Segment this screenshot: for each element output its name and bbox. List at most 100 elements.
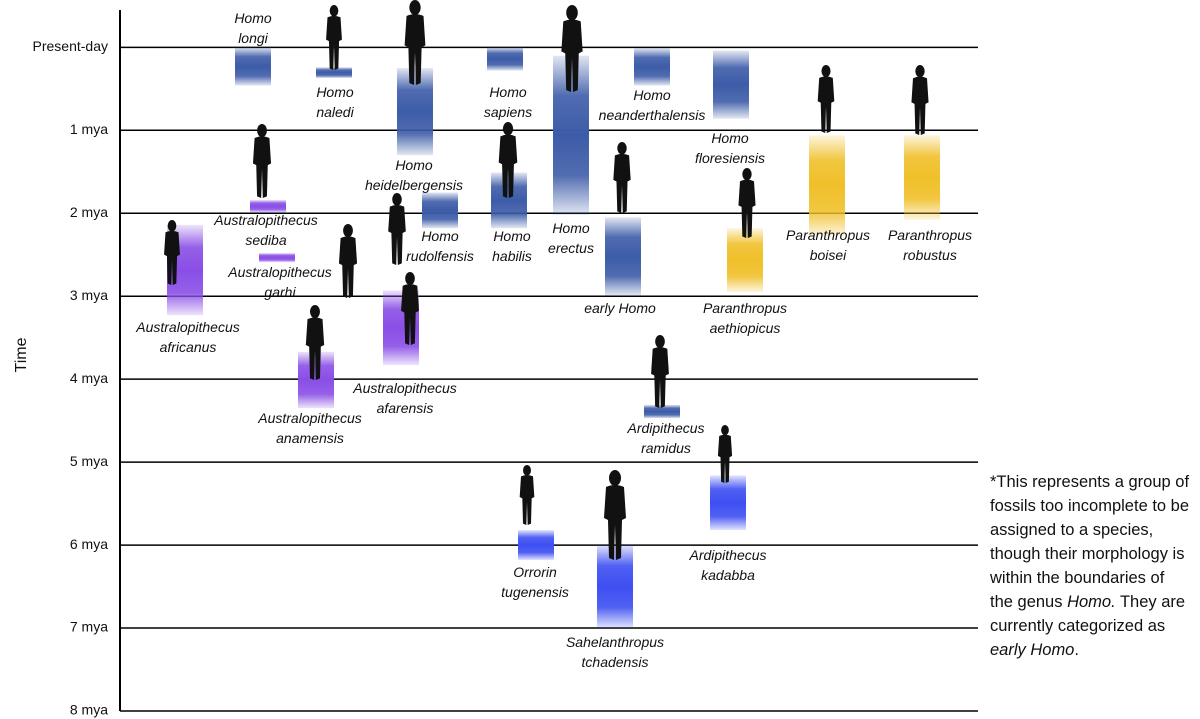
silhouette-head [343,224,353,238]
silhouette-body [817,76,835,133]
species-label: Australopithecus garhi [228,264,332,300]
silhouette-body [404,14,426,86]
silhouette-body [613,153,631,213]
note-italic: Homo. [1067,593,1116,611]
note-text: They are currently categorized as [990,593,1186,635]
silhouette [613,142,631,213]
silhouette [911,65,929,135]
silhouette [326,5,342,70]
silhouette-body [911,76,929,135]
silhouette [404,0,426,86]
silhouette-body [388,205,406,265]
range-bar [597,545,633,629]
species-label: Australopithecus africanus [136,319,240,355]
silhouette [388,193,406,265]
silhouette-body [651,347,669,408]
silhouette-head [821,65,831,78]
species-label: Australopithecus afarensis [353,380,457,416]
range-bar [422,192,458,229]
species-label: early Homo [584,300,656,316]
range-bar [397,68,433,156]
silhouette [305,305,325,380]
y-tick-label: 6 mya [70,536,108,552]
silhouette-head [609,470,621,486]
silhouette-head [742,168,752,181]
species-label: Homo rudolfensis [406,228,474,264]
silhouette-head [523,465,531,476]
note-italic: early Homo [990,641,1075,659]
silhouette [519,465,535,525]
species-label: Homo neanderthalensis [598,87,706,123]
range-bar [605,217,641,296]
silhouette [717,425,733,483]
silhouette-head [566,5,578,21]
silhouette-head [329,5,339,17]
silhouette-body [717,434,733,483]
silhouette-body [519,475,535,525]
species-label: Homo heidelbergensis [364,157,464,193]
species-label: Ardipithecus kadabba [689,547,767,583]
silhouette-body [401,284,419,345]
silhouette [498,122,518,198]
silhouette-head [721,425,729,436]
silhouette-body [498,134,518,198]
silhouette-body [252,136,272,198]
species-label: Sahelanthropus tchadensis [565,634,665,670]
range-bar [727,228,763,293]
silhouette-head [257,124,267,138]
species-label: Homo sapiens [483,84,533,120]
range-bar [644,404,680,419]
species-label: Paranthropus robustus [887,227,973,263]
y-tick-label: 3 mya [70,287,108,303]
species-label: Australopithecus sediba [214,212,318,248]
range-bar [235,47,271,86]
silhouette-head [502,122,514,136]
note-text: . [1074,641,1079,659]
y-tick-label: 1 mya [70,121,108,137]
silhouette-body [326,15,342,70]
silhouette-head [617,142,627,155]
silhouette-body [561,19,583,92]
species-label: Homo naledi [316,84,354,120]
range-bar [809,135,845,236]
silhouette-head [409,0,421,16]
silhouette [817,65,835,133]
silhouette-body [305,317,325,380]
range-bar [487,47,523,71]
y-tick-label: 8 mya [70,702,108,718]
silhouette [401,272,419,345]
y-axis-label: Time [13,337,30,372]
species-label: Ardipithecus ramidus [627,420,705,456]
species-label: Paranthropus boisei [785,227,871,263]
silhouette [338,224,358,298]
silhouette-body [164,230,180,285]
note-text: *This represents a group of fossils too … [990,473,1190,611]
species-label: Homo erectus [548,220,594,256]
range-bar [518,530,554,561]
silhouette-head [655,335,665,348]
silhouette [164,220,180,285]
silhouette-head [167,220,177,232]
silhouette-head [405,272,415,285]
range-bar [634,48,670,86]
y-tick-label: 4 mya [70,370,108,386]
silhouette [561,5,583,92]
silhouette [252,124,272,198]
species-label: Homo floresiensis [694,130,766,166]
silhouette [604,470,626,560]
range-bar [316,67,352,79]
range-bar [259,253,295,263]
silhouette-body [604,485,626,560]
range-bar [904,135,940,220]
silhouette-head [915,65,925,78]
silhouette-head [310,305,320,319]
y-tick-label: 7 mya [70,619,108,635]
species-label: Homo habilis [492,228,532,264]
range-bar [710,475,746,531]
silhouette [738,168,756,238]
range-bar [250,199,286,213]
y-tick-label: 5 mya [70,453,108,469]
species-label: Orrorin tugenensis [501,564,569,600]
silhouette-body [338,236,358,298]
